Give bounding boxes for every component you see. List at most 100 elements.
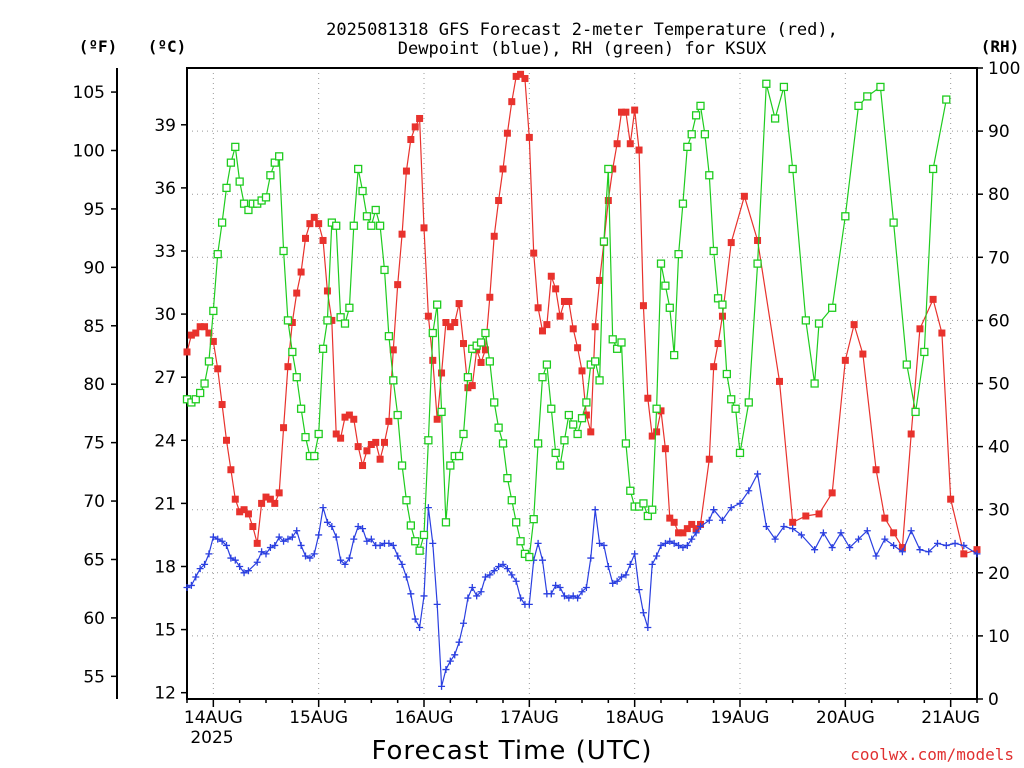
temperature-point bbox=[648, 432, 656, 440]
rh-point bbox=[920, 347, 929, 357]
temperature-point bbox=[499, 165, 507, 173]
rh-point bbox=[463, 373, 473, 382]
temperature-point bbox=[205, 329, 213, 337]
rh-point bbox=[507, 496, 516, 505]
dewpoint-point bbox=[539, 556, 546, 564]
dewpoint-point bbox=[411, 615, 419, 623]
temperature-point bbox=[604, 197, 612, 205]
dewpoint-point bbox=[547, 590, 555, 598]
dewpoint-point bbox=[499, 560, 507, 568]
temperature-point bbox=[556, 312, 564, 320]
temperature-point bbox=[359, 462, 367, 470]
time-tick-label: 19AUG bbox=[711, 708, 770, 728]
temperature-point bbox=[288, 319, 296, 327]
rh-point bbox=[744, 398, 753, 407]
temperature-point bbox=[192, 329, 200, 337]
dewpoint-point bbox=[446, 657, 454, 665]
rh-point bbox=[275, 152, 284, 161]
rh-point bbox=[226, 158, 236, 167]
temperature-point bbox=[214, 365, 222, 373]
dewpoint-point bbox=[394, 552, 402, 560]
temperature-point bbox=[718, 312, 726, 320]
rh-point bbox=[428, 328, 437, 338]
temperature-point bbox=[898, 544, 906, 552]
temperature-point bbox=[332, 430, 340, 438]
dewpoint-point bbox=[407, 590, 415, 598]
rh-point bbox=[209, 306, 218, 316]
dewpoint-point bbox=[218, 537, 226, 545]
dewpoint-point bbox=[433, 600, 441, 608]
dewpoint-point bbox=[534, 539, 542, 547]
temperature-point bbox=[275, 489, 283, 497]
rh-point bbox=[814, 319, 824, 328]
dewpoint-point bbox=[455, 638, 463, 646]
temperature-point bbox=[201, 323, 209, 331]
rh-point bbox=[441, 518, 451, 527]
temperature-point bbox=[477, 358, 485, 366]
dewpoint-point bbox=[315, 531, 323, 539]
dewpoint-point bbox=[837, 529, 845, 537]
dewpoint-point bbox=[626, 560, 634, 568]
dewpoint-point bbox=[328, 523, 336, 531]
temperature-point bbox=[460, 340, 467, 348]
rh-point bbox=[279, 246, 288, 256]
temperature-point bbox=[345, 411, 353, 419]
temperature-point bbox=[236, 508, 244, 516]
temperature-point bbox=[938, 329, 946, 337]
dewpoint-point bbox=[517, 594, 525, 602]
temperature-point bbox=[209, 337, 217, 345]
dewpoint-point bbox=[745, 487, 753, 495]
temperature-point bbox=[552, 285, 560, 293]
temperature-point bbox=[565, 297, 573, 305]
dewpoint-point bbox=[236, 562, 244, 570]
time-tick-label: 17AUG bbox=[500, 708, 559, 728]
temperature-point bbox=[591, 323, 599, 331]
dewpoint-point bbox=[196, 565, 204, 573]
temperature-point bbox=[416, 114, 424, 122]
rh-point bbox=[876, 82, 885, 92]
rh-point bbox=[380, 265, 389, 275]
rh-point bbox=[582, 398, 591, 407]
temperature-point bbox=[280, 424, 288, 432]
rh-point bbox=[239, 199, 249, 208]
rh-point bbox=[639, 499, 648, 508]
temperature-point bbox=[350, 415, 358, 423]
temperature-point bbox=[323, 287, 331, 295]
rh-point bbox=[683, 142, 692, 152]
rh-point bbox=[547, 404, 556, 413]
dewpoint-point bbox=[477, 588, 485, 596]
temperature-point bbox=[302, 234, 309, 242]
dewpoint-point bbox=[710, 506, 718, 514]
dewpoint-point bbox=[907, 527, 915, 535]
rh-point bbox=[261, 193, 271, 202]
rh-point bbox=[503, 473, 512, 483]
rh-point bbox=[942, 95, 951, 104]
temperature-point bbox=[596, 276, 604, 284]
temperature-point bbox=[187, 331, 195, 339]
fahrenheit-tick-label: 85 bbox=[83, 317, 105, 337]
temperature-point bbox=[354, 443, 362, 451]
celsius-tick-label: 33 bbox=[154, 242, 176, 262]
celsius-tick-label: 12 bbox=[154, 684, 176, 704]
dewpoint-point bbox=[468, 584, 476, 592]
dewpoint-point bbox=[890, 541, 898, 549]
time-tick-label: 14AUG bbox=[184, 708, 243, 728]
temperature-point bbox=[490, 232, 498, 240]
rh-point bbox=[516, 537, 525, 546]
temperature-point bbox=[319, 236, 327, 244]
rh-tick-label: 60 bbox=[988, 311, 1010, 331]
rh-tick-label: 50 bbox=[988, 375, 1010, 395]
time-tick-label: 20AUG bbox=[816, 708, 875, 728]
rh-point bbox=[494, 423, 503, 432]
dewpoint-point bbox=[266, 544, 274, 552]
rh-point bbox=[705, 171, 714, 180]
rh-point bbox=[863, 92, 872, 101]
dewpoint-point bbox=[460, 619, 467, 627]
temperature-point bbox=[306, 220, 314, 228]
temperature-point bbox=[363, 447, 371, 455]
celsius-tick-label: 30 bbox=[154, 305, 176, 325]
rh-point bbox=[196, 388, 205, 398]
rh-point bbox=[841, 212, 850, 221]
rh-point bbox=[753, 259, 762, 268]
